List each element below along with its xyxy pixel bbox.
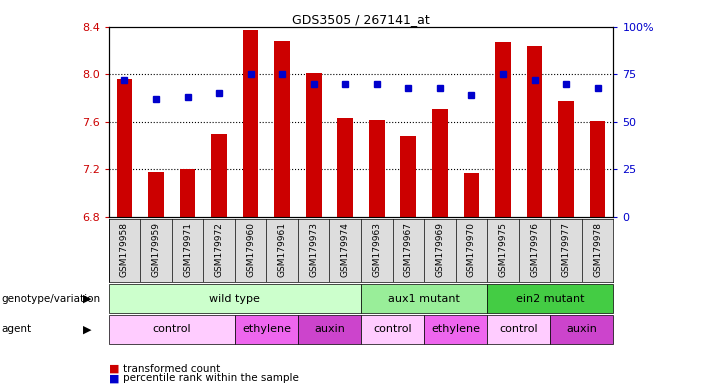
Text: agent: agent: [1, 324, 32, 334]
Text: GSM179975: GSM179975: [498, 222, 508, 277]
Text: GSM179967: GSM179967: [404, 222, 413, 277]
Bar: [361, 284, 487, 313]
Bar: [432, 109, 448, 217]
Text: ■: ■: [109, 373, 119, 383]
Bar: [116, 79, 132, 217]
Text: control: control: [152, 324, 191, 334]
Text: ▶: ▶: [83, 293, 91, 304]
Text: GSM179963: GSM179963: [372, 222, 381, 277]
Text: GSM179977: GSM179977: [562, 222, 571, 277]
Text: GSM179960: GSM179960: [246, 222, 255, 277]
Text: ethylene: ethylene: [242, 324, 291, 334]
Text: GSM179971: GSM179971: [183, 222, 192, 277]
Bar: [487, 284, 613, 313]
Bar: [211, 134, 227, 217]
Text: ethylene: ethylene: [431, 324, 480, 334]
Text: control: control: [373, 324, 412, 334]
Text: GSM179958: GSM179958: [120, 222, 129, 277]
Text: percentile rank within the sample: percentile rank within the sample: [123, 373, 299, 383]
Text: wild type: wild type: [210, 293, 260, 304]
Bar: [526, 46, 543, 217]
Bar: [306, 73, 322, 217]
Bar: [109, 284, 361, 313]
Bar: [361, 315, 424, 344]
Text: ■: ■: [109, 364, 119, 374]
Bar: [369, 119, 385, 217]
Text: GSM179961: GSM179961: [278, 222, 287, 277]
Text: GSM179959: GSM179959: [151, 222, 161, 277]
Bar: [235, 315, 298, 344]
Text: control: control: [499, 324, 538, 334]
Text: ein2 mutant: ein2 mutant: [516, 293, 585, 304]
Bar: [148, 172, 164, 217]
Text: auxin: auxin: [566, 324, 597, 334]
Text: ▶: ▶: [83, 324, 91, 334]
Bar: [243, 30, 259, 217]
Bar: [337, 118, 353, 217]
Bar: [274, 41, 290, 217]
Text: GSM179969: GSM179969: [435, 222, 444, 277]
Text: auxin: auxin: [314, 324, 345, 334]
Text: GSM179973: GSM179973: [309, 222, 318, 277]
Title: GDS3505 / 267141_at: GDS3505 / 267141_at: [292, 13, 430, 26]
Bar: [487, 315, 550, 344]
Text: transformed count: transformed count: [123, 364, 220, 374]
Bar: [463, 173, 479, 217]
Bar: [298, 315, 361, 344]
Bar: [179, 169, 196, 217]
Text: aux1 mutant: aux1 mutant: [388, 293, 460, 304]
Bar: [590, 121, 606, 217]
Bar: [109, 315, 235, 344]
Text: GSM179976: GSM179976: [530, 222, 539, 277]
Text: GSM179974: GSM179974: [341, 222, 350, 277]
Text: GSM179970: GSM179970: [467, 222, 476, 277]
Text: GSM179978: GSM179978: [593, 222, 602, 277]
Bar: [400, 136, 416, 217]
Bar: [424, 315, 487, 344]
Bar: [550, 315, 613, 344]
Text: GSM179972: GSM179972: [215, 222, 224, 277]
Bar: [495, 42, 511, 217]
Text: genotype/variation: genotype/variation: [1, 293, 100, 304]
Bar: [558, 101, 574, 217]
